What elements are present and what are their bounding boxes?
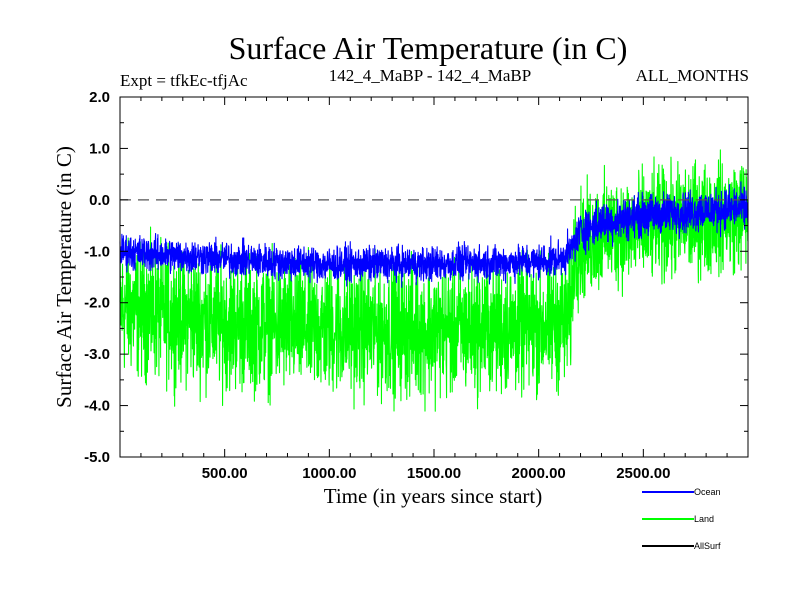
- y-tick-label: -3.0: [84, 346, 110, 363]
- legend-label-land: Land: [694, 514, 714, 524]
- x-tick-label: 500.00: [202, 465, 248, 482]
- x-tick-label: 2500.00: [616, 465, 670, 482]
- months-label: ALL_MONTHS: [636, 66, 749, 85]
- legend-label-allsurf: AllSurf: [694, 541, 721, 551]
- experiment-comparison-label: 142_4_MaBP - 142_4_MaBP: [329, 66, 531, 85]
- x-tick-label: 2000.00: [512, 465, 566, 482]
- series-line-land: [119, 149, 749, 412]
- y-tick-label: -2.0: [84, 295, 110, 312]
- x-axis: 500.00 1000.00 1500.00 2000.00 2500.00: [140, 97, 728, 482]
- y-tick-label: 0.0: [89, 192, 110, 209]
- experiment-label: Expt = tfkEc-tfjAc: [120, 71, 248, 90]
- y-axis-label: Surface Air Temperature (in C): [52, 146, 76, 408]
- y-tick-label: -4.0: [84, 398, 110, 415]
- y-tick-label: -5.0: [84, 449, 110, 466]
- chart-title: Surface Air Temperature (in C): [229, 30, 628, 66]
- plot-area: [119, 149, 749, 412]
- y-tick-label: 1.0: [89, 140, 110, 157]
- x-tick-label: 1500.00: [407, 465, 461, 482]
- series-line-ocean: [119, 181, 749, 288]
- y-tick-label: 2.0: [89, 89, 110, 106]
- plot-frame: [119, 96, 749, 458]
- legend-label-ocean: Ocean: [694, 487, 721, 497]
- x-tick-label: 1000.00: [302, 465, 356, 482]
- x-axis-label: Time (in years since start): [324, 484, 543, 508]
- y-tick-label: -1.0: [84, 243, 110, 260]
- legend: Ocean Land AllSurf: [642, 487, 721, 551]
- y-axis: 2.0 1.0 0.0 -1.0 -2.0 -3.0 -4.0 -5.0: [84, 89, 748, 466]
